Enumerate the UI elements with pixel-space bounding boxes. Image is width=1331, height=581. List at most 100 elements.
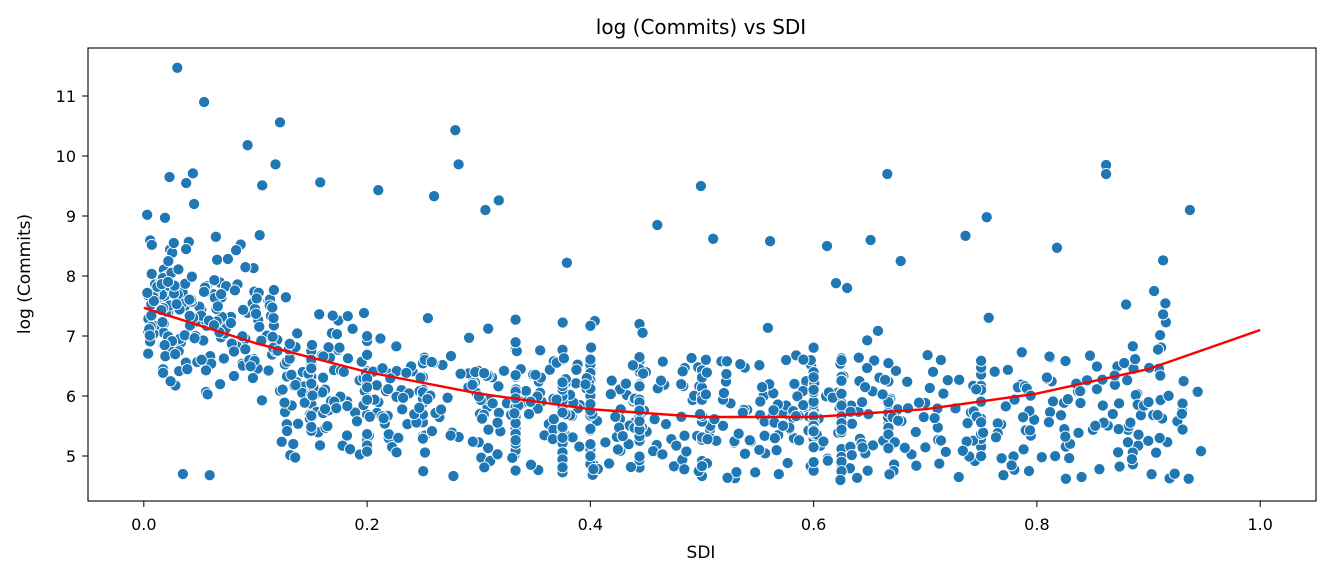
data-point — [1022, 464, 1036, 478]
data-point — [390, 446, 403, 459]
data-point — [956, 444, 969, 457]
data-point — [519, 384, 533, 398]
data-point — [934, 434, 948, 447]
data-point — [524, 458, 538, 471]
data-point — [959, 229, 972, 242]
data-point — [361, 445, 374, 458]
data-point — [624, 460, 637, 474]
data-point — [859, 381, 872, 394]
data-point — [856, 441, 869, 454]
data-point — [791, 390, 804, 403]
data-point — [278, 396, 291, 409]
data-point — [1120, 298, 1133, 311]
data-point — [313, 439, 327, 452]
data-point — [214, 378, 227, 391]
data-point — [1157, 254, 1170, 267]
data-point — [694, 179, 707, 193]
data-point — [701, 433, 714, 446]
data-point — [761, 321, 774, 334]
data-point — [1063, 452, 1076, 465]
data-point — [611, 443, 624, 456]
data-point — [361, 330, 374, 343]
data-point — [622, 438, 635, 451]
data-point — [1059, 430, 1072, 443]
data-point — [279, 291, 292, 304]
data-point — [1129, 353, 1142, 366]
y-tick-label: 6 — [66, 387, 76, 406]
data-point — [287, 437, 300, 451]
data-point — [246, 371, 259, 385]
data-point — [170, 298, 183, 311]
data-point — [321, 420, 334, 433]
data-point — [919, 441, 932, 454]
data-point — [374, 332, 387, 345]
data-point — [556, 316, 569, 329]
data-point — [506, 451, 519, 464]
data-point — [556, 461, 569, 474]
data-point — [1059, 472, 1072, 485]
data-point — [1159, 297, 1172, 310]
data-point — [609, 410, 622, 423]
data-point — [676, 365, 689, 378]
data-point — [478, 461, 491, 474]
data-point — [894, 254, 907, 268]
data-point — [421, 312, 434, 325]
data-point — [361, 348, 374, 361]
y-tick-label: 9 — [66, 207, 76, 226]
data-point — [953, 373, 966, 386]
data-point — [239, 343, 252, 356]
data-point — [396, 403, 409, 416]
data-point — [211, 253, 224, 266]
data-point — [675, 378, 688, 391]
data-point — [227, 345, 241, 358]
data-point — [680, 445, 693, 458]
data-point — [326, 309, 339, 322]
x-tick-label: 0.2 — [354, 515, 379, 534]
data-point — [732, 427, 745, 440]
data-point — [1194, 445, 1208, 458]
data-point — [736, 406, 749, 419]
data-point — [637, 367, 650, 380]
y-axis-label: log (Commits) — [15, 214, 35, 334]
data-point — [556, 406, 569, 419]
data-point — [1096, 399, 1109, 412]
data-point — [249, 307, 263, 320]
data-point — [157, 366, 170, 379]
data-point — [305, 338, 319, 352]
data-point — [1175, 407, 1188, 420]
data-point — [289, 451, 302, 464]
data-point — [180, 243, 193, 256]
data-point — [266, 330, 279, 343]
data-point — [584, 422, 597, 435]
data-point — [195, 353, 208, 366]
data-point — [695, 460, 709, 473]
data-point — [619, 377, 632, 390]
data-point — [1100, 167, 1113, 181]
data-point — [856, 396, 869, 409]
data-point — [678, 463, 691, 476]
data-point — [1005, 459, 1018, 472]
data-point — [989, 431, 1003, 444]
data-point — [835, 374, 848, 387]
data-point — [892, 414, 905, 427]
data-point — [579, 378, 592, 391]
data-point — [708, 413, 721, 426]
data-point — [313, 308, 326, 321]
data-point — [167, 236, 180, 250]
data-point — [397, 391, 410, 404]
data-point — [780, 353, 793, 367]
data-point — [285, 368, 298, 381]
data-point — [584, 353, 597, 366]
data-point — [509, 336, 522, 349]
data-point — [1043, 350, 1056, 363]
data-point — [917, 411, 930, 424]
data-point — [835, 354, 848, 367]
data-point — [716, 419, 730, 432]
data-point — [845, 449, 858, 462]
data-point — [817, 435, 830, 448]
data-point — [982, 311, 995, 324]
data-point — [341, 399, 354, 413]
data-point — [1154, 369, 1167, 382]
data-point — [141, 208, 154, 221]
data-point — [244, 360, 257, 373]
